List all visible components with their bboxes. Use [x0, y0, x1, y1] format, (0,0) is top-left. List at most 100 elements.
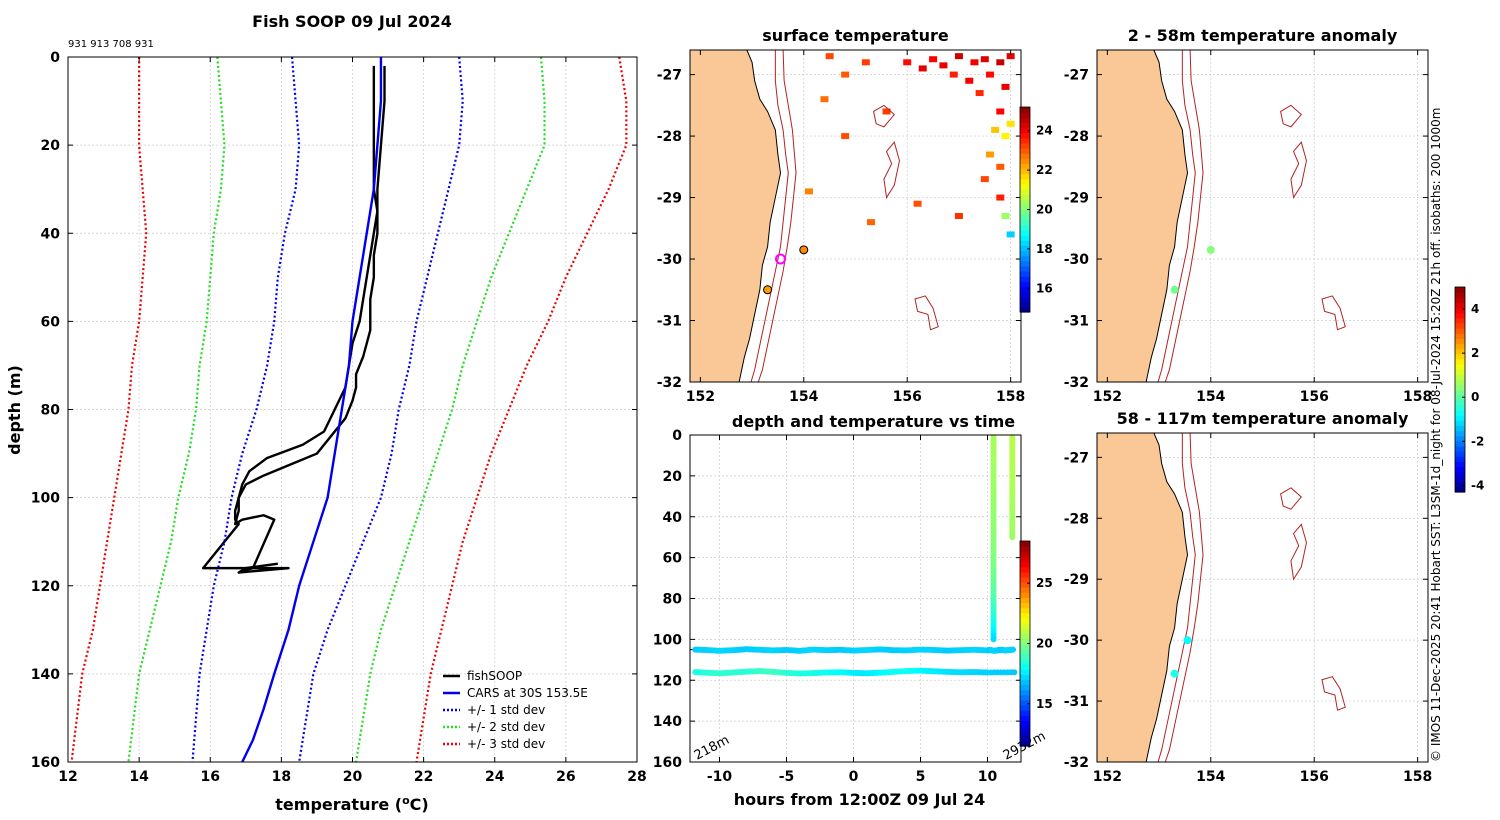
- anom2-ytick-label-0: -27: [1064, 450, 1089, 466]
- anom2-xtick-label-1: 154: [1196, 769, 1225, 785]
- anom-colorbar-label-3: -2: [1471, 434, 1484, 448]
- sst-colorbar-segment-14: [1020, 235, 1030, 241]
- anom1-ytick-label-5: -32: [1064, 375, 1089, 391]
- legend-entry-4: +/- 3 std dev: [467, 737, 545, 751]
- profile-xtick-label-5: 22: [414, 769, 433, 785]
- sst-colorbar-segment-18: [1020, 214, 1030, 221]
- time-colorbar-segment-17: [1020, 653, 1030, 660]
- sst-colorbar-segment-17: [1020, 219, 1030, 226]
- sst-pixel-30: [820, 96, 829, 103]
- sst-map-layer: [690, 50, 1015, 382]
- profile-xlabel-end: C): [410, 795, 429, 814]
- sst-pixel-31: [804, 188, 813, 195]
- profile-title: Fish SOOP 09 Jul 2024: [252, 12, 452, 31]
- profile-series-4: [298, 57, 464, 762]
- anom1-isobath-1000: [1164, 50, 1204, 382]
- anom-colorbar-segment-3: [1455, 471, 1465, 478]
- profile-series-2: [241, 57, 383, 762]
- sst-current-station: [775, 253, 787, 265]
- time-colorbar-segment-0: [1020, 740, 1030, 747]
- time-xtick-label-1: -5: [779, 769, 795, 785]
- anom-colorbar-segment-4: [1455, 466, 1465, 473]
- time-colorbar-segment-26: [1020, 607, 1030, 614]
- anom1-station-1: [1170, 285, 1179, 294]
- sst-pixel-15: [825, 53, 834, 60]
- anom-colorbar-segment-39: [1455, 287, 1465, 293]
- time-xtick-label-3: 5: [916, 769, 926, 785]
- anom-colorbar-segment-6: [1455, 456, 1465, 462]
- sst-pixel-26: [1006, 231, 1015, 238]
- time-colorbar-segment-21: [1020, 633, 1030, 639]
- anom-colorbar-segment-10: [1455, 435, 1465, 442]
- surface-temperature-panel: 152 154 156 158 -27 -28 -29 -30 -31 -32 surface te…: [657, 26, 1053, 405]
- sst-pixel-24: [996, 194, 1005, 201]
- anom1-ytick-label-1: -28: [1064, 129, 1089, 145]
- time-marks: [690, 435, 1021, 677]
- sst-colorbar-segment-28: [1020, 163, 1030, 170]
- time-colorbar-segment-38: [1020, 546, 1030, 552]
- sst-pixel-3: [939, 62, 948, 69]
- anom-colorbar-label-2: 0: [1471, 390, 1479, 404]
- sst-isobath-1000: [757, 50, 797, 382]
- anom-colorbar-label-1: 2: [1471, 346, 1479, 360]
- profile-lines: [70, 57, 628, 762]
- time-xlabel: hours from 12:00Z 09 Jul 24: [734, 790, 985, 809]
- sst-pixel-32: [954, 213, 963, 219]
- time-xtick-label-0: -10: [707, 769, 733, 785]
- time-colorbar-segment-30: [1020, 587, 1030, 593]
- anom-colorbar-segment-8: [1455, 445, 1465, 452]
- sst-colorbar-segment-5: [1020, 281, 1030, 287]
- profile-series-1: [201, 65, 386, 574]
- sst-colorbar-segment-32: [1020, 142, 1030, 149]
- profile-axes-frame: [67, 56, 638, 763]
- anom-colorbar-frame: [1454, 286, 1466, 493]
- time-colorbar-segment-23: [1020, 623, 1030, 629]
- sst-pixel-33: [913, 200, 922, 207]
- time-colorbar-segment-12: [1020, 679, 1030, 686]
- anom-colorbar-segment-19: [1455, 389, 1465, 396]
- time-colorbar-segment-36: [1020, 556, 1030, 563]
- legend-entry-2: +/- 1 std dev: [467, 703, 545, 717]
- anom1-xtick-label-3: 158: [1403, 389, 1432, 405]
- sst-ytick-label-5: -32: [657, 375, 682, 391]
- anom-colorbar-segment-2: [1455, 476, 1465, 483]
- time-colorbar-segment-35: [1020, 561, 1030, 568]
- anom-colorbar-segment-27: [1455, 348, 1465, 355]
- anom-colorbar-segment-5: [1455, 461, 1465, 467]
- profile-ytick-label-6: 120: [31, 579, 60, 595]
- time-ytick-label-5: 100: [653, 632, 682, 648]
- anom1-seamount-1: [1290, 141, 1307, 199]
- anom1-xtick-label-0: 152: [1093, 389, 1122, 405]
- time-colorbar-label-1: 20: [1036, 637, 1053, 651]
- sst-pixel-10: [965, 77, 974, 84]
- profile-xtick-label-4: 20: [343, 769, 363, 785]
- sst-xtick-label-3: 158: [996, 389, 1025, 405]
- sst-colorbar-segment-21: [1020, 199, 1030, 205]
- time-colorbar-segment-16: [1020, 658, 1030, 665]
- sst-pixel-12: [1001, 83, 1010, 90]
- anom-colorbar-segment-24: [1455, 363, 1465, 370]
- sst-pixel-19: [1001, 133, 1010, 140]
- time-colorbar-segment-13: [1020, 674, 1030, 680]
- anom-colorbar-segment-33: [1455, 317, 1465, 324]
- sst-pixel-13: [975, 90, 984, 97]
- profile-xtick-label-1: 14: [129, 769, 149, 785]
- anom1-station-0: [1206, 245, 1215, 254]
- anom-colorbar-segment-30: [1455, 333, 1465, 339]
- time-colorbar-segment-28: [1020, 597, 1030, 604]
- profile-subtitle: 931 913 708 931: [68, 39, 154, 50]
- sst-colorbar-segment-1: [1020, 301, 1030, 308]
- legend-entry-1: CARS at 30S 153.5E: [467, 686, 588, 700]
- time-ytick-label-7: 140: [653, 714, 682, 730]
- sst-pixel-21: [985, 151, 994, 158]
- anom-colorbar-segment-26: [1455, 353, 1465, 360]
- sst-colorbar-segment-38: [1020, 112, 1030, 118]
- sst-pixel-18: [991, 126, 1000, 133]
- time-colorbar-segment-14: [1020, 669, 1030, 675]
- anom-colorbar-segment-13: [1455, 420, 1465, 426]
- anom-colorbar-segment-38: [1455, 292, 1465, 298]
- profile-xtick-label-7: 26: [556, 769, 575, 785]
- time-colorbar-segment-4: [1020, 720, 1030, 727]
- sst-colorbar-segment-3: [1020, 291, 1030, 298]
- anom-colorbar-segment-11: [1455, 430, 1465, 437]
